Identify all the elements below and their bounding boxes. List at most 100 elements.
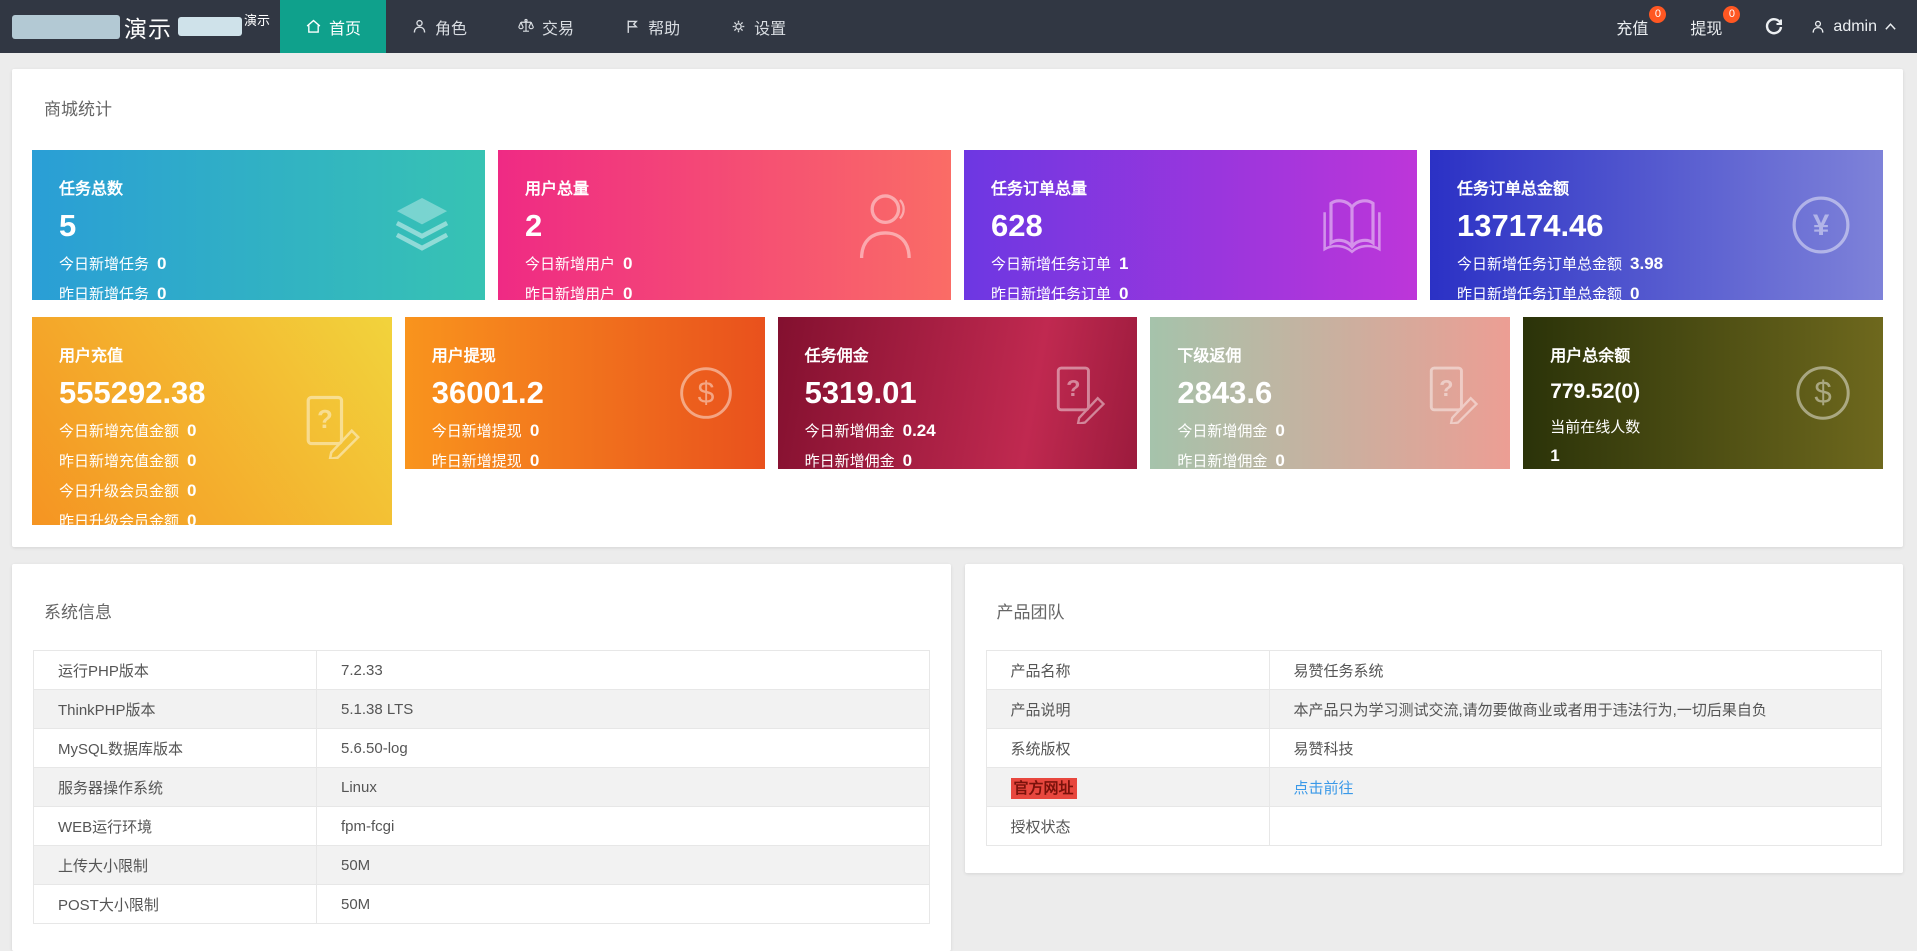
layers-icon — [389, 194, 455, 256]
stats-section-title: 商城统计 — [44, 95, 1883, 120]
svg-text:$: $ — [697, 377, 714, 410]
stat-line-value: 0 — [187, 481, 196, 501]
stat-line-value: 0 — [623, 254, 632, 274]
stat-line-label: 昨日新增佣金 — [1177, 450, 1267, 469]
yen-circle-icon: ¥ — [1789, 193, 1853, 257]
gear-icon — [730, 18, 747, 35]
row-value: 易赞任务系统 — [1269, 651, 1882, 690]
stat-line-value: 0 — [187, 421, 196, 441]
menu-item-label: 设置 — [754, 15, 786, 39]
refresh-icon — [1764, 17, 1784, 37]
doc-question-pencil-icon: ? — [1422, 362, 1480, 424]
brand-logo-redacted — [12, 15, 120, 39]
doc-question-pencil-icon: ? — [1049, 362, 1107, 424]
row-label: ThinkPHP版本 — [34, 690, 317, 729]
row-label: 产品名称 — [986, 651, 1269, 690]
brand-logo2-redacted — [178, 17, 242, 36]
table-row: 产品说明本产品只为学习测试交流,请勿要做商业或者用于违法行为,一切后果自负 — [986, 690, 1882, 729]
product-team-table: 产品名称易赞任务系统 产品说明本产品只为学习测试交流,请勿要做商业或者用于违法行… — [986, 650, 1883, 846]
menu-item-label: 帮助 — [648, 15, 680, 39]
table-row: WEB运行环境fpm-fcgi — [34, 807, 930, 846]
stat-line-value: 0 — [1119, 284, 1128, 300]
stat-line-value: 0 — [530, 451, 539, 469]
table-row: POST大小限制50M — [34, 885, 930, 924]
recharge-button[interactable]: 充值 0 — [1616, 15, 1664, 39]
stat-line-value: 0 — [1275, 451, 1284, 469]
bottom-row: 系统信息 运行PHP版本7.2.33 ThinkPHP版本5.1.38 LTS … — [12, 564, 1903, 951]
table-row: 系统版权易赞科技 — [986, 729, 1882, 768]
row-label: MySQL数据库版本 — [34, 729, 317, 768]
stat-line-value: 0 — [1275, 421, 1284, 441]
stat-line-label: 昨日新增任务订单总金额 — [1457, 283, 1622, 300]
user-menu[interactable]: admin — [1810, 18, 1897, 36]
table-row: MySQL数据库版本5.6.50-log — [34, 729, 930, 768]
svg-text:?: ? — [1439, 375, 1453, 401]
withdraw-button[interactable]: 提现 0 — [1690, 15, 1738, 39]
row-value: Linux — [317, 768, 930, 807]
dollar-circle-icon: $ — [1793, 363, 1853, 423]
stat-line-label: 今日新增任务订单总金额 — [1457, 253, 1622, 274]
table-row: 官方网址 点击前往 — [986, 768, 1882, 807]
user-icon — [1810, 19, 1826, 35]
menu-item-trade[interactable]: 交易 — [492, 0, 599, 53]
home-icon — [305, 18, 322, 35]
menu-item-label: 交易 — [542, 15, 574, 39]
stat-card-sub-rebate: 下级返佣 2843.6 今日新增佣金0 昨日新增佣金0 ? — [1150, 317, 1510, 469]
stat-line-label: 昨日新增任务 — [59, 283, 149, 300]
row-value — [1269, 807, 1882, 846]
stat-line-value: 0 — [530, 421, 539, 441]
stat-card-total-orders: 任务订单总量 628 今日新增任务订单1 昨日新增任务订单0 — [964, 150, 1417, 300]
stats-panel: 商城统计 任务总数 5 今日新增任务0 昨日新增任务0 用户总量 2 今日新增用… — [12, 69, 1903, 547]
row-label: 上传大小限制 — [34, 846, 317, 885]
row-label: 服务器操作系统 — [34, 768, 317, 807]
row-label: POST大小限制 — [34, 885, 317, 924]
stat-line-label: 当前在线人数 — [1550, 416, 1640, 437]
menu-item-role[interactable]: 角色 — [386, 0, 492, 53]
refresh-button[interactable] — [1764, 17, 1784, 37]
menu-item-label: 首页 — [329, 15, 361, 39]
stat-line-value: 0 — [903, 451, 912, 469]
menu-item-settings[interactable]: 设置 — [705, 0, 811, 53]
menu-item-home[interactable]: 首页 — [280, 0, 386, 53]
stat-card-total-tasks: 任务总数 5 今日新增任务0 昨日新增任务0 — [32, 150, 485, 300]
stat-card-user-recharge: 用户充值 555292.38 今日新增充值金额0 昨日新增充值金额0 今日升级会… — [32, 317, 392, 525]
svg-text:?: ? — [1067, 375, 1081, 401]
table-row: 授权状态 — [986, 807, 1882, 846]
stat-line-value: 0 — [187, 451, 196, 471]
row-value: 50M — [317, 846, 930, 885]
stat-card-title: 用户充值 — [59, 342, 392, 366]
row-label: 授权状态 — [986, 807, 1269, 846]
stat-line-value: 0 — [157, 284, 166, 300]
stat-line-label: 今日新增任务 — [59, 253, 149, 274]
username: admin — [1833, 18, 1877, 36]
stat-line-value: 0.24 — [903, 421, 936, 441]
goto-official-site-link[interactable]: 点击前往 — [1294, 780, 1354, 797]
brand-subtitle: 演示 — [244, 10, 270, 29]
row-value: fpm-fcgi — [317, 807, 930, 846]
stat-line-label: 昨日升级会员金额 — [59, 510, 179, 525]
stat-card-total-users: 用户总量 2 今日新增用户0 昨日新增用户0 — [498, 150, 951, 300]
recharge-badge: 0 — [1649, 6, 1666, 23]
dollar-circle-icon: $ — [677, 364, 735, 422]
row-label: 运行PHP版本 — [34, 651, 317, 690]
stat-line-label: 今日新增提现 — [432, 420, 522, 441]
table-row: 产品名称易赞任务系统 — [986, 651, 1882, 690]
navbar-right: 充值 0 提现 0 admin — [1616, 0, 1917, 53]
stats-row-2: 用户充值 555292.38 今日新增充值金额0 昨日新增充值金额0 今日升级会… — [32, 317, 1883, 525]
stat-line-value: 1 — [1119, 254, 1128, 274]
stat-line-label: 昨日新增提现 — [432, 450, 522, 469]
stat-line-label: 昨日新增用户 — [525, 283, 615, 300]
main-menu: 首页 角色 交易 帮助 设置 — [280, 0, 811, 53]
stat-card-title: 用户提现 — [432, 342, 765, 366]
stat-card-user-balance: 用户总余额 779.52(0) 当前在线人数 1 $ — [1523, 317, 1883, 469]
row-value: 7.2.33 — [317, 651, 930, 690]
person-outline-icon — [855, 189, 921, 261]
system-info-title: 系统信息 — [44, 598, 930, 623]
row-label: 官方网址 — [986, 768, 1269, 807]
svg-text:?: ? — [317, 406, 333, 434]
stat-line-label: 今日新增佣金 — [805, 420, 895, 441]
stat-line-label: 今日新增佣金 — [1177, 420, 1267, 441]
stats-row-1: 任务总数 5 今日新增任务0 昨日新增任务0 用户总量 2 今日新增用户0 昨日… — [32, 150, 1883, 300]
stat-line-label: 今日新增用户 — [525, 253, 615, 274]
menu-item-help[interactable]: 帮助 — [599, 0, 705, 53]
